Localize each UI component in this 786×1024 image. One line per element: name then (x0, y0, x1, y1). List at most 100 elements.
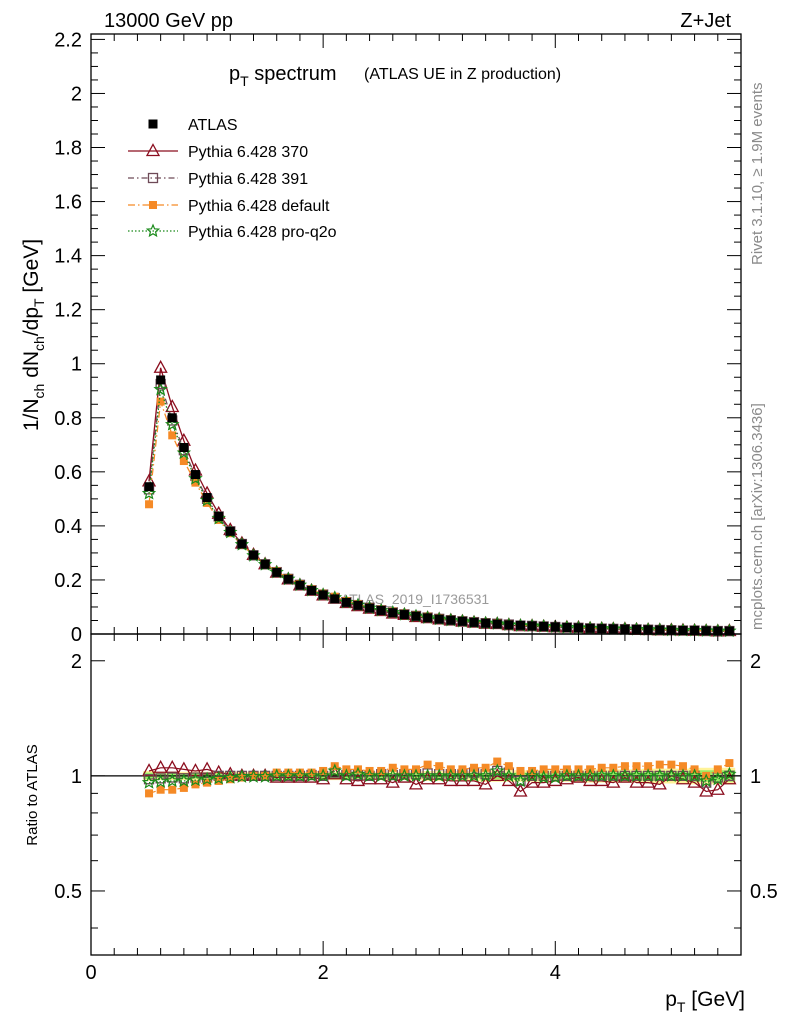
ratio-point-proq2o (687, 768, 702, 782)
ratio-point-default (678, 762, 687, 771)
main-y-tick-label: 0.4 (54, 516, 82, 538)
main-point-data (562, 623, 572, 633)
svg-text:1/Nch dNch/dpT [GeV]: 1/Nch dNch/dpT [GeV] (20, 239, 47, 431)
x-tick-label: 4 (550, 962, 561, 984)
ratio-point-proq2o (617, 768, 633, 782)
main-point-data (202, 493, 212, 503)
ratio-point-p370 (606, 774, 621, 788)
header-right: Z+Jet (680, 10, 731, 32)
ratio-point-default (551, 765, 560, 774)
ratio-point-default (725, 759, 734, 768)
main-point-data (527, 621, 537, 631)
ratio-point-proq2o (432, 768, 447, 782)
ratio-point-p370 (641, 774, 656, 788)
ratio-point-proq2o (640, 768, 656, 782)
ratio-point-default (470, 763, 479, 772)
ratio-point-proq2o (281, 768, 296, 782)
ratio-point-default (655, 760, 664, 769)
ratio-point-default (295, 768, 304, 777)
main-point-data (190, 470, 200, 480)
ratio-point-proq2o (292, 768, 308, 782)
main-point-data (724, 626, 734, 636)
ratio-point-default (597, 763, 606, 772)
ratio-point-proq2o (234, 769, 250, 783)
legend-marker-p391 (147, 172, 159, 184)
rivet-version-label: Rivet 3.1.10, ≥ 1.9M events (749, 83, 766, 266)
ratio-y-tick-label-right: 0.5 (750, 881, 778, 903)
ratio-point-proq2o (165, 773, 180, 788)
ratio-point-proq2o (594, 768, 609, 782)
ratio-point-proq2o (304, 768, 319, 782)
main-point-data (225, 526, 235, 536)
main-point-data (423, 613, 433, 623)
x-tick-label: 2 (318, 962, 329, 984)
ratio-point-proq2o (606, 768, 621, 782)
main-point-data (318, 590, 328, 600)
main-y-tick-label: 0 (71, 624, 82, 646)
main-y-tick-label: 0.2 (54, 570, 82, 592)
ratio-point-proq2o (513, 773, 528, 788)
ratio-point-proq2o (524, 768, 540, 782)
ratio-point-default (620, 762, 629, 771)
main-y-tick-label: 2.2 (54, 29, 82, 51)
ratio-point-default (237, 773, 246, 782)
ratio-point-proq2o (699, 773, 714, 788)
legend-item-data: ATLAS (148, 117, 238, 134)
ratio-frame (90, 633, 742, 956)
ratio-point-proq2o (408, 768, 424, 782)
ratio-point-p370 (513, 783, 528, 797)
main-point-default (156, 397, 165, 406)
main-point-data (283, 574, 293, 584)
legend-marker-data (148, 119, 158, 129)
legend-marker-p370 (145, 143, 161, 157)
ratio-point-proq2o (443, 768, 458, 782)
main-point-data (260, 559, 270, 569)
main-point-data (434, 614, 444, 624)
ratio-y-tick-label-left: 0.5 (54, 881, 82, 903)
ratio-point-proq2o (501, 768, 517, 782)
ratio-point-default (388, 763, 397, 772)
main-point-data (167, 413, 177, 423)
ratio-point-proq2o (176, 773, 192, 788)
ratio-point-proq2o (652, 768, 668, 782)
main-point-p370 (153, 359, 168, 373)
ratio-point-default (609, 763, 618, 772)
main-point-data (515, 620, 525, 630)
ratio-point-p370 (165, 759, 180, 773)
main-point-data (655, 625, 665, 635)
ratio-point-default (307, 768, 316, 777)
ratio-point-p370 (385, 774, 400, 788)
ratio-point-proq2o (559, 768, 575, 782)
main-point-data (365, 603, 375, 613)
ratio-ylabel: Ratio to ATLAS (24, 744, 41, 845)
ratio-point-proq2o (582, 768, 598, 782)
main-point-data (307, 585, 317, 595)
main-point-data (376, 605, 386, 615)
main-point-data (353, 600, 363, 610)
main-point-data (539, 621, 549, 631)
main-point-data (388, 608, 398, 618)
ratio-point-p370 (652, 776, 667, 790)
main-y-tick-label: 2 (71, 83, 82, 105)
ratio-point-proq2o (397, 768, 412, 782)
main-point-default (168, 431, 177, 440)
main-point-data (237, 539, 247, 549)
main-point-data (469, 617, 479, 627)
main-point-data (701, 626, 711, 636)
ratio-point-proq2o (571, 768, 586, 782)
ratio-series-proq2o (141, 763, 737, 789)
ratio-point-default (261, 771, 270, 780)
main-y-tick-label: 0.8 (54, 408, 82, 430)
ratio-point-proq2o (548, 769, 563, 784)
main-point-data (585, 623, 595, 633)
legend-marker-default (149, 201, 157, 209)
legend-item-proq2o: Pythia 6.428 pro-q2o (128, 223, 337, 241)
main-point-data (295, 580, 305, 590)
main-y-tick-label: 1.2 (54, 300, 82, 322)
main-point-data (156, 375, 166, 385)
ratio-point-proq2o (664, 768, 679, 782)
ratio-point-proq2o (710, 771, 725, 786)
ratio-point-default (145, 789, 154, 798)
main-point-proq2o (153, 381, 168, 396)
ratio-point-default (203, 778, 212, 787)
